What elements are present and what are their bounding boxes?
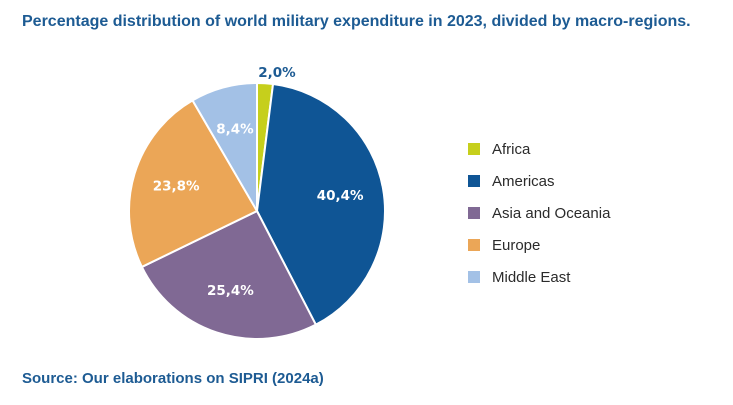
legend-swatch (468, 207, 480, 219)
legend-item-africa: Africa (468, 133, 610, 165)
legend-swatch (468, 175, 480, 187)
legend-swatch (468, 271, 480, 283)
slice-label-europe: 23,8% (153, 178, 200, 194)
pie-slice-middle-east (191, 81, 258, 215)
legend-label: Asia and Oceania (492, 204, 611, 222)
pie-slice-asia-and-oceania (140, 209, 318, 340)
pie-slice-europe (128, 99, 259, 269)
legend: Africa Americas Asia and Oceania Europe Midd… (468, 133, 610, 293)
legend-item-americas: Americas (468, 165, 610, 197)
legend-label: Europe (492, 236, 541, 254)
slice-label-americas: 40,4% (317, 188, 364, 204)
slice-label-africa: 2,0% (258, 65, 296, 81)
legend-label: Africa (492, 140, 531, 158)
source-note: Source: Our elaborations on SIPRI (2024a… (22, 370, 324, 387)
legend-label: Middle East (492, 268, 571, 286)
pie-slice-americas (255, 82, 386, 327)
legend-label: Americas (492, 172, 555, 190)
slice-label-asia-and-oceania: 25,4% (207, 283, 254, 299)
legend-item-asia-and-oceania: Asia and Oceania (468, 197, 610, 229)
legend-swatch (468, 239, 480, 251)
legend-item-europe: Europe (468, 229, 610, 261)
legend-item-middle-east: Middle East (468, 261, 610, 293)
slice-label-middle-east: 8,4% (216, 121, 254, 137)
legend-swatch (468, 143, 480, 155)
chart-title: Percentage distribution of world militar… (22, 13, 691, 30)
